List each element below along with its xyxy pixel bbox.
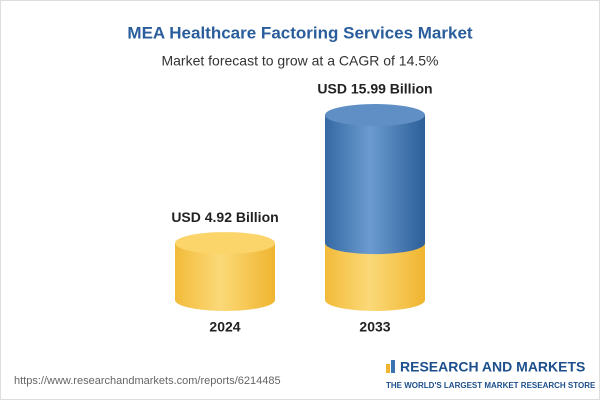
x-tick-label: 2033 bbox=[359, 319, 390, 335]
logo-icon bbox=[386, 364, 390, 373]
chart-title: MEA Healthcare Factoring Services Market bbox=[127, 23, 473, 42]
value-label: USD 4.92 Billion bbox=[171, 209, 278, 225]
logo-icon bbox=[391, 360, 395, 373]
value-label: USD 15.99 Billion bbox=[317, 81, 432, 97]
tagline: THE WORLD'S LARGEST MARKET RESEARCH STOR… bbox=[386, 381, 596, 390]
bar bbox=[325, 115, 425, 244]
brand: RESEARCH AND MARKETS bbox=[400, 359, 585, 375]
cylinder-top bbox=[175, 232, 275, 255]
cylinder-top bbox=[325, 104, 425, 126]
source-url: https://www.researchandmarkets.com/repor… bbox=[14, 375, 281, 387]
x-tick-label: 2024 bbox=[209, 319, 240, 335]
chart-subtitle: Market forecast to grow at a CAGR of 14.… bbox=[161, 53, 438, 69]
